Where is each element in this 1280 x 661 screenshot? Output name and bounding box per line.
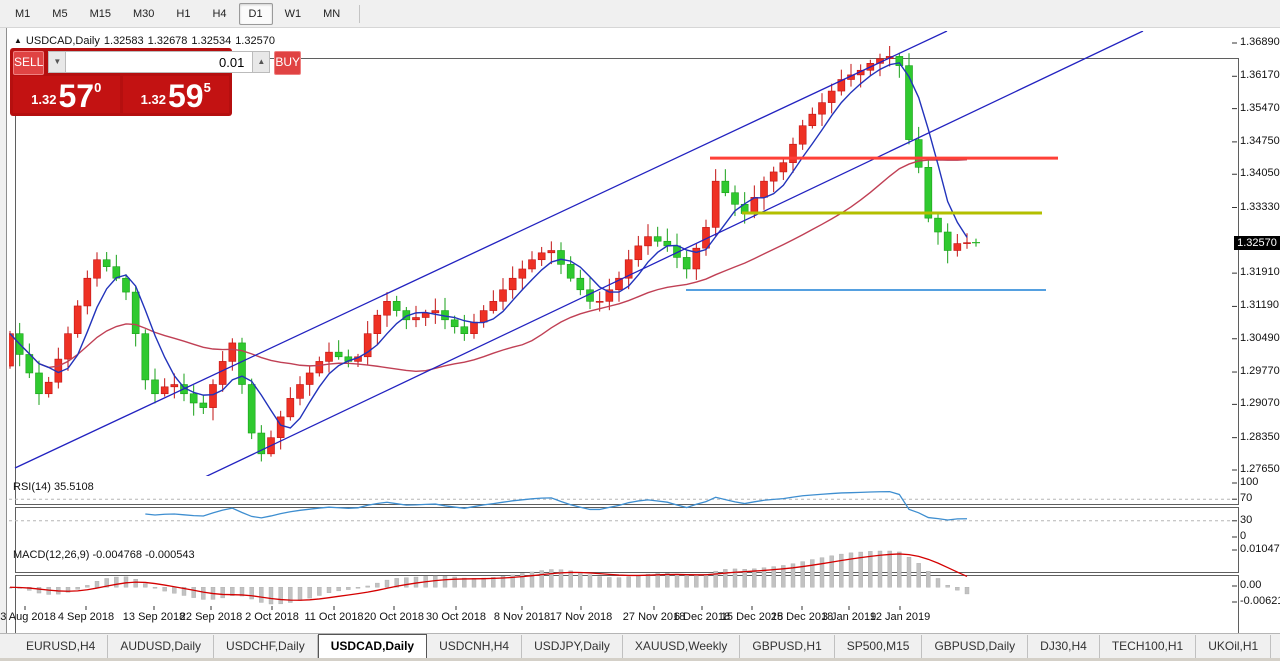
price-axis-label: 1.36890 [1240, 36, 1280, 48]
price-axis-label: 1.30490 [1240, 331, 1280, 344]
rsi-axis-label: 70 [1240, 492, 1253, 505]
chart-tab-eurusd-h4[interactable]: EURUSD,H4 [14, 635, 109, 658]
chart-window [6, 28, 1280, 634]
sell-price-big: 57 [58, 78, 95, 114]
lot-size-group: ▼ ▲ [48, 51, 271, 73]
macd-label: MACD(12,26,9) -0.004768 -0.000543 [13, 549, 195, 561]
chart-tab-audusd-daily[interactable]: AUDUSD,Daily [108, 635, 215, 658]
sell-quote[interactable]: 1.32 57 0 [13, 76, 120, 113]
current-price-tag: 1.32570 [1234, 235, 1280, 250]
low-value: 1.32534 [191, 35, 232, 47]
chart-tab-sp500-m15[interactable]: SP500,M15 [835, 635, 923, 658]
timeframe-button-m15[interactable]: M15 [89, 7, 111, 20]
lot-decrease-button[interactable]: ▼ [48, 51, 67, 73]
chart-tab-usdjpy-daily[interactable]: USDJPY,Daily [522, 635, 623, 658]
timeframe-button-m1[interactable]: M1 [15, 7, 31, 20]
price-axis-label: 1.35470 [1240, 101, 1280, 114]
sell-price-sup: 0 [94, 80, 102, 95]
timeframe-button-w1[interactable]: W1 [284, 7, 302, 20]
date-axis-label: 17 Nov 2018 [549, 611, 613, 623]
timeframe-button-d1[interactable]: D1 [238, 2, 273, 25]
date-axis-label: 12 Jan 2019 [869, 611, 931, 623]
high-value: 1.32678 [147, 35, 188, 47]
date-axis-label: 27 Nov 2018 [622, 611, 686, 623]
price-axis-label: 1.34750 [1240, 134, 1280, 147]
date-axis-label: 4 Sep 2018 [57, 611, 115, 623]
chart-tab-usdchf-daily[interactable]: USDCHF,Daily [214, 635, 318, 658]
close-value: 1.32570 [235, 35, 275, 47]
date-axis-label: 25 Dec 2018 [770, 611, 834, 623]
symbol-label: USDCAD,Daily [25, 35, 100, 47]
chart-tab-ukoil-h1[interactable]: UKOil,H1 [1196, 635, 1272, 658]
date-axis-label: 23 Aug 2018 [0, 611, 56, 623]
chart-tab-gbpusd-h1[interactable]: GBPUSD,H1 [740, 635, 835, 658]
lot-increase-button[interactable]: ▲ [252, 51, 271, 73]
price-axis-label: 1.29070 [1240, 397, 1280, 410]
date-axis-label: 6 Dec 2018 [673, 611, 731, 623]
price-axis-label: 1.28350 [1240, 430, 1280, 443]
buy-quote[interactable]: 1.32 59 5 [122, 76, 229, 114]
timeframe-button-m30[interactable]: M30 [132, 7, 155, 20]
window-bottom-edge [0, 658, 1280, 661]
tab-scroll-left-icon[interactable]: ◄ [1271, 638, 1280, 658]
price-axis-label: 1.29770 [1240, 365, 1280, 378]
sell-button[interactable]: SELL [13, 51, 45, 75]
timeframe-button-h4[interactable]: H4 [212, 7, 227, 20]
price-axis-label: 1.36170 [1240, 69, 1280, 82]
price-axis-label: 1.31910 [1240, 266, 1280, 279]
timeframe-toolbar: M1 M5 M15 M30 H1 H4 D1 W1 MN [0, 0, 1280, 28]
price-axis-label: 1.27650 [1240, 463, 1280, 475]
collapse-icon[interactable]: ▲ [14, 36, 22, 45]
price-axis-label: 1.34050 [1240, 167, 1280, 180]
date-axis-label: 2 Oct 2018 [245, 611, 299, 623]
macd-axis-label: 0.00 [1240, 579, 1262, 591]
date-axis-label: 3 Jan 2019 [821, 611, 877, 623]
date-axis-label: 22 Sep 2018 [179, 611, 243, 623]
rsi-panel[interactable] [15, 507, 1239, 573]
sell-price-prefix: 1.32 [31, 92, 57, 107]
buy-price-prefix: 1.32 [140, 92, 166, 107]
date-axis-label: 11 Oct 2018 [304, 611, 364, 623]
toolbar-separator [359, 4, 361, 23]
rsi-axis-label: 30 [1240, 513, 1253, 526]
timeframe-button-h1[interactable]: H1 [176, 7, 191, 20]
chart-title: ▲ USDCAD,Daily 1.32583 1.32678 1.32534 1.3257… [14, 35, 279, 47]
lot-size-input[interactable] [66, 51, 253, 73]
price-axis-label: 1.33330 [1240, 200, 1280, 213]
date-axis-label: 20 Oct 2018 [364, 611, 424, 623]
chart-tab-tech100-h1[interactable]: TECH100,H1 [1100, 635, 1197, 658]
macd-axis-label: 0.010474 [1240, 543, 1280, 555]
buy-price-sup: 5 [203, 80, 211, 95]
rsi-label: RSI(14) 35.5108 [13, 481, 94, 493]
tab-scroll-arrows: ◄► [1271, 638, 1280, 658]
date-axis-label: 8 Nov 2018 [493, 611, 551, 623]
open-value: 1.32583 [103, 35, 144, 47]
rsi-axis-label: 0 [1240, 530, 1247, 542]
chart-tab-bar: EURUSD,H4 AUDUSD,Daily USDCHF,Daily USDCAD,… [0, 633, 1280, 658]
chart-tab-usdcnh-h4[interactable]: USDCNH,H4 [427, 635, 523, 658]
timeframe-button-mn[interactable]: MN [323, 7, 341, 20]
price-axis-label: 1.31190 [1240, 299, 1279, 312]
date-axis-label: 15 Dec 2018 [720, 611, 784, 623]
chart-tab-usdcad-daily[interactable]: USDCAD,Daily [317, 634, 428, 658]
rsi-axis-label: 100 [1240, 476, 1259, 488]
macd-axis-label: -0.006218 [1240, 595, 1280, 607]
date-axis-label: 13 Sep 2018 [122, 611, 186, 623]
chart-tab-dj30-h4[interactable]: DJ30,H4 [1028, 635, 1100, 658]
buy-button[interactable]: BUY [274, 51, 302, 75]
chart-tab-xauusd-weekly[interactable]: XAUUSD,Weekly [623, 635, 741, 658]
macd-panel[interactable] [15, 575, 1239, 634]
date-axis-label: 30 Oct 2018 [426, 611, 486, 623]
price-chart-panel[interactable] [15, 58, 1239, 505]
chart-tab-gbpusd-daily[interactable]: GBPUSD,Daily [922, 635, 1029, 658]
buy-price-big: 59 [167, 78, 204, 114]
timeframe-button-m5[interactable]: M5 [52, 7, 68, 20]
